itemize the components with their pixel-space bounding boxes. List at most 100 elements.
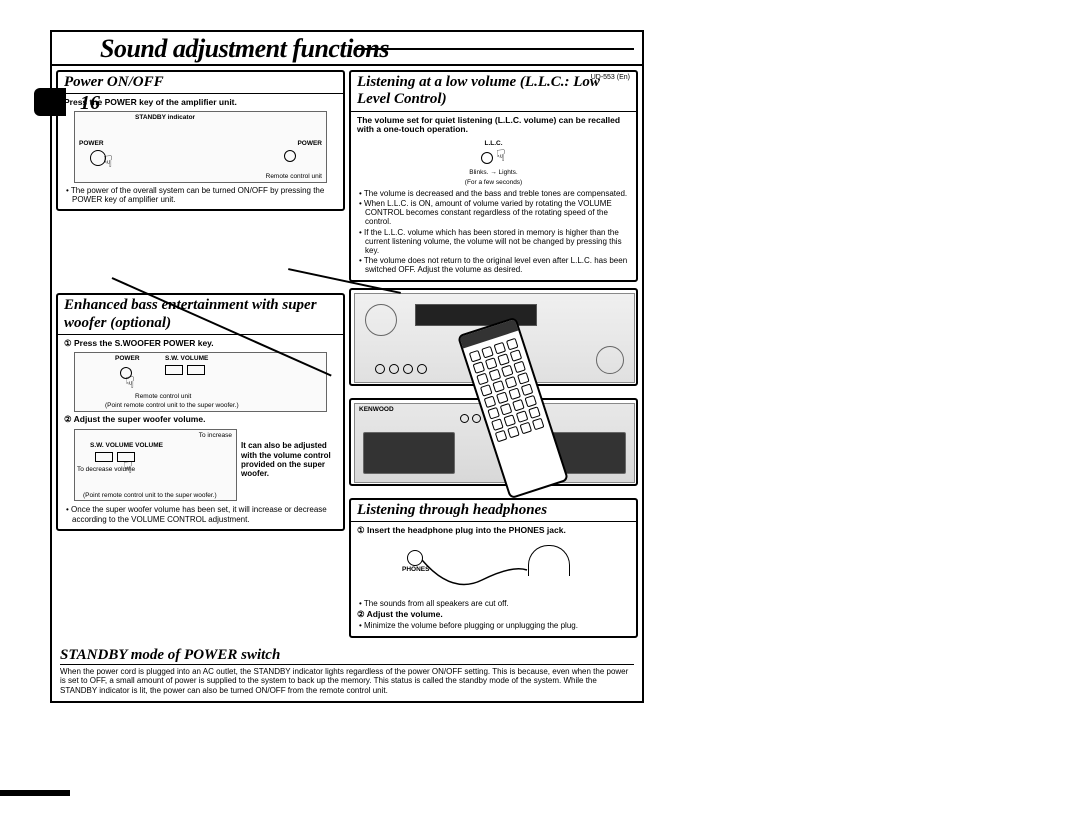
- remote-btn-icon: [489, 369, 502, 382]
- page-tab: [34, 88, 66, 116]
- headphones-box: Listening through headphones ① Insert th…: [349, 498, 638, 638]
- remote-btn-icon: [491, 418, 504, 431]
- hand-icon: ☟: [103, 154, 113, 172]
- page-header: Sound adjustment functions: [52, 32, 642, 66]
- cd-btn-icon: [403, 364, 413, 374]
- power-label-left: POWER: [79, 140, 104, 147]
- cd-btn-icon: [417, 364, 427, 374]
- woofer-point-label: (Point remote control unit to the super …: [105, 402, 239, 409]
- remote-btn-icon: [508, 387, 521, 400]
- headphone-icon: [528, 545, 570, 576]
- phones-jack-icon: [407, 550, 423, 566]
- cd-btn-icon: [389, 364, 399, 374]
- woofer-diagram1: POWER S.W. VOLUME ☟ Remote control unit …: [74, 352, 327, 412]
- remote-btn-icon: [532, 418, 545, 431]
- woofer-step1: ① Press the S.WOOFER POWER key.: [64, 339, 337, 349]
- remote-btn-icon: [503, 414, 516, 427]
- remote-btn-icon: [485, 357, 498, 370]
- woofer-point-label2: (Point remote control unit to the super …: [83, 492, 217, 499]
- llc-bullet-2: • If the L.L.C. volume which has been st…: [357, 228, 630, 256]
- headphones-step2: ② Adjust the volume.: [357, 610, 630, 620]
- woofer-side-note: It can also be adjusted with the volume …: [241, 426, 337, 504]
- remote-btn-icon: [480, 384, 493, 397]
- remote-btn-icon: [521, 383, 534, 396]
- model-code: UD-553 (En): [591, 74, 630, 81]
- llc-bullet-1: • When L.L.C. is ON, amount of volume va…: [357, 199, 630, 227]
- remote-btn-icon: [481, 346, 494, 359]
- standby-title: STANDBY mode of POWER switch: [60, 646, 634, 665]
- power-title: Power ON/OFF: [58, 72, 343, 94]
- remote-btn-icon: [469, 350, 482, 363]
- woofer-box: Enhanced bass entertainment with super w…: [56, 293, 345, 530]
- header-title: Sound adjustment functions: [100, 34, 389, 63]
- power-remote-button-icon: [284, 150, 296, 162]
- remote-btn-icon: [501, 365, 514, 378]
- remote-btn-icon: [497, 353, 510, 366]
- woofer-vol-down-icon: [165, 365, 183, 375]
- cd-jog-dial-icon: [596, 346, 624, 374]
- tape-door-a-icon: [363, 432, 455, 474]
- tape-btn-icon: [460, 414, 469, 423]
- hand-icon: ☟: [496, 148, 506, 165]
- cd-button-row: [375, 364, 427, 374]
- power-diagram: STANDBY indicator POWER ☟ POWER Remote c…: [74, 111, 327, 183]
- remote-btn-icon: [507, 426, 520, 439]
- manual-page: Sound adjustment functions 16 UD-553 (En…: [50, 30, 644, 703]
- headphones-title: Listening through headphones: [351, 500, 636, 522]
- woofer-vol-label2: S.W. VOLUME VOLUME: [90, 442, 163, 449]
- llc-box: Listening at a low volume (L.L.C.: Low L…: [349, 70, 638, 282]
- vol-down-btn-icon: [95, 452, 113, 462]
- remote-btn-icon: [524, 395, 537, 408]
- remote-btn-icon: [517, 372, 530, 385]
- woofer-power-label: POWER: [115, 355, 140, 362]
- woofer-step2: ② Adjust the super woofer volume.: [64, 415, 337, 425]
- remote-btn-icon: [520, 422, 533, 435]
- remote-btn-icon: [500, 403, 513, 416]
- increase-label: To increase: [199, 432, 232, 439]
- kenwood-brand: KENWOOD: [359, 406, 394, 413]
- llc-button-icon: [481, 152, 493, 164]
- llc-bullet-3: • The volume does not return to the orig…: [357, 256, 630, 274]
- remote-btn-icon: [506, 338, 519, 351]
- remote-btn-icon: [476, 373, 489, 386]
- hand-icon: ☟: [125, 375, 135, 393]
- remote-btn-icon: [528, 406, 541, 419]
- remote-btn-icon: [484, 396, 497, 409]
- power-note: • The power of the overall system can be…: [64, 186, 337, 204]
- remote-btn-icon: [512, 399, 525, 412]
- headphones-diagram: PHONES: [367, 540, 620, 595]
- woofer-volume-label: S.W. VOLUME: [165, 355, 208, 362]
- page-edge-mark: [0, 790, 70, 796]
- left-column: Power ON/OFF Press the POWER key of the …: [56, 70, 345, 638]
- woofer-title: Enhanced bass entertainment with super w…: [58, 295, 343, 335]
- tape-btn-icon: [472, 414, 481, 423]
- remote-btn-icon: [510, 349, 523, 362]
- standby-section: STANDBY mode of POWER switch When the po…: [52, 642, 642, 702]
- remote-btn-icon: [513, 361, 526, 374]
- llc-bullet-0: • The volume is decreased and the bass a…: [357, 189, 630, 198]
- cd-disc-icon: [365, 304, 397, 336]
- headphones-cutoff: • The sounds from all speakers are cut o…: [357, 599, 630, 608]
- main-columns: Power ON/OFF Press the POWER key of the …: [52, 66, 642, 642]
- remote-btn-icon: [505, 376, 518, 389]
- decrease-label: To decrease volume: [77, 466, 135, 473]
- remote-btn-icon: [496, 391, 509, 404]
- remote-btn-icon: [495, 430, 508, 443]
- standby-text: When the power cord is plugged into an A…: [60, 667, 634, 696]
- remote-unit-label: Remote control unit: [266, 173, 322, 180]
- cd-btn-icon: [375, 364, 385, 374]
- llc-intro: The volume set for quiet listening (L.L.…: [357, 116, 630, 136]
- remote-btn-icon: [487, 407, 500, 420]
- remote-btn-icon: [473, 361, 486, 374]
- woofer-vol-up-icon: [187, 365, 205, 375]
- remote-btn-icon: [516, 410, 529, 423]
- woofer-diagram2: To increase S.W. VOLUME VOLUME ☟ To decr…: [74, 429, 237, 501]
- llc-blinks: Blinks. → Lights. (For a few seconds): [465, 169, 522, 186]
- woofer-remote-label: Remote control unit: [135, 393, 191, 400]
- headphone-cable-icon: [422, 555, 532, 590]
- llc-label: L.L.C.: [484, 140, 502, 147]
- headphones-minimize: • Minimize the volume before plugging or…: [357, 621, 630, 630]
- headphones-step1: ① Insert the headphone plug into the PHO…: [357, 526, 630, 536]
- power-label-right: POWER: [297, 140, 322, 147]
- woofer-note: • Once the super woofer volume has been …: [64, 505, 337, 523]
